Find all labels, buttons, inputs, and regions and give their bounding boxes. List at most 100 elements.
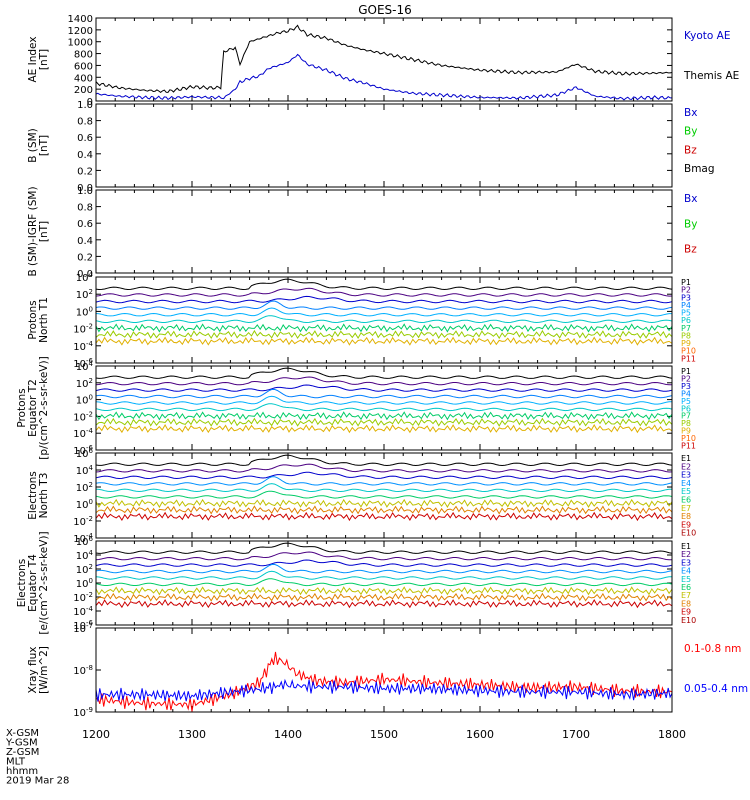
y-tick-label: 104 <box>76 271 94 284</box>
legend-label: By <box>684 218 697 230</box>
flux-line <box>95 463 673 473</box>
legend-label: E8 <box>681 512 691 521</box>
y-axis-label-line: [nT] <box>38 221 50 242</box>
y-axis-label-line: [e/(cm^2-s-sr-keV)] <box>38 531 50 634</box>
y-tick-label: 600 <box>74 61 93 72</box>
flux-line <box>95 411 673 421</box>
bottom-label: 2019 Mar 28 <box>6 776 69 787</box>
legend-label: Bx <box>684 193 697 205</box>
flux-line <box>95 329 673 340</box>
y-tick-label: 0.0 <box>77 183 93 194</box>
legend-label: P8 <box>681 419 691 428</box>
x-tick-label: 1700 <box>562 728 590 741</box>
flux-line <box>95 300 673 310</box>
legend-label: E4 <box>681 567 691 576</box>
y-tick-label: 10-9 <box>73 706 93 719</box>
y-axis-label-line: North T3 <box>38 473 50 519</box>
flux-line <box>95 551 673 561</box>
flux-line <box>95 505 673 515</box>
flux-line <box>95 511 673 522</box>
y-tick-label: 10-6 <box>73 357 93 370</box>
flux-line <box>95 490 673 499</box>
legend-label: E10 <box>681 616 696 625</box>
legend-label: E9 <box>681 608 691 617</box>
x-tick-label: 1600 <box>466 728 494 741</box>
y-tick-label: 10-2 <box>73 323 93 336</box>
y-axis-label-line: [nT] <box>38 135 50 156</box>
flux-line <box>95 559 673 567</box>
y-tick-label: 400 <box>74 73 93 84</box>
y-tick-label: 1400 <box>68 14 93 25</box>
legend-label: P11 <box>681 354 696 363</box>
y-tick-label: 0.6 <box>77 219 93 230</box>
y-tick-label: 0.0 <box>77 269 93 280</box>
flux-line <box>95 598 673 609</box>
y-axis-label-line: Protons <box>16 388 28 427</box>
y-tick-label: 102 <box>76 288 93 301</box>
y-tick-label: 104 <box>76 360 94 373</box>
y-axis-label-line: Protons <box>27 300 39 339</box>
legend-label: E5 <box>681 487 691 496</box>
y-tick-label: 10-2 <box>73 591 93 604</box>
y-axis-label-line: AE Index <box>27 36 39 82</box>
y-tick-label: 0.6 <box>77 133 93 144</box>
flux-line <box>95 578 673 587</box>
legend-label: P2 <box>681 286 691 295</box>
legend-label: P7 <box>681 412 691 421</box>
y-axis-label-line: Xray flux <box>27 647 39 694</box>
legend-label: E9 <box>681 520 691 529</box>
x-axis: 1200 1300 1400 1500 1600 1700 1800 <box>82 728 686 741</box>
y-tick-label: 0 <box>87 97 93 108</box>
y-tick-label: 102 <box>76 563 93 576</box>
y-tick-label: 10-8 <box>73 664 93 677</box>
flux-line <box>95 295 673 304</box>
y-tick-label: 102 <box>76 481 93 494</box>
flux-line <box>95 403 673 412</box>
legend-label: E10 <box>681 529 696 538</box>
legend-label: P7 <box>681 324 691 333</box>
bottom-label: MLT <box>6 757 26 768</box>
flux-line <box>95 287 673 297</box>
y-axis-label-line: [nT] <box>38 49 50 70</box>
x-tick-label: 1800 <box>658 728 686 741</box>
panel-frame <box>95 627 673 713</box>
bottom-label: hhmm <box>6 766 38 777</box>
flux-line <box>95 471 673 480</box>
y-tick-label: 104 <box>76 464 94 477</box>
legend-label: P1 <box>681 278 691 287</box>
legend-label: P5 <box>681 309 691 318</box>
y-axis-label-line: [W/m^2] <box>38 646 50 694</box>
bottom-label: Z-GSM <box>6 747 39 758</box>
legend-label: By <box>684 126 697 138</box>
legend-label: Themis AE <box>683 70 739 82</box>
panel-2: 0.00.20.40.60.81.0B (SM) [nT]B (SM)[nT]B… <box>27 100 715 194</box>
panel-frame <box>95 103 673 188</box>
legend-label: E2 <box>681 550 691 559</box>
legend-label: P4 <box>681 389 691 398</box>
y-tick-label: 106 <box>76 535 94 548</box>
legend-label: P2 <box>681 374 691 383</box>
flux-line <box>95 315 673 324</box>
x-tick-label: 1300 <box>178 728 206 741</box>
y-tick-label: 10-4 <box>73 427 93 440</box>
y-tick-label: 1000 <box>68 38 93 49</box>
flux-line <box>95 563 673 574</box>
y-tick-label: 100 <box>76 305 93 318</box>
y-tick-label: 1.0 <box>77 100 93 111</box>
bottom-label: X-GSM <box>6 728 39 739</box>
y-tick-label: 10-7 <box>73 622 93 635</box>
y-tick-label: 10-4 <box>73 340 93 353</box>
figure-title: GOES-16 <box>358 3 412 17</box>
flux-line <box>95 388 673 399</box>
legend-label: P3 <box>681 293 691 302</box>
y-tick-label: 102 <box>76 377 93 390</box>
flux-line <box>95 307 672 317</box>
series-line-1 <box>95 53 673 101</box>
legend-label: Kyoto AE <box>684 30 730 42</box>
